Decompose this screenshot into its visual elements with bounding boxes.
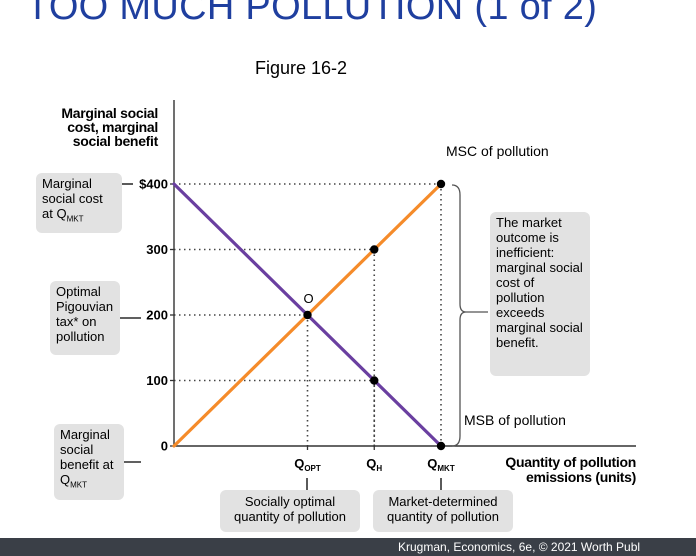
footer-credit: Krugman, Economics, 6e, © 2021 Worth Pub… xyxy=(398,540,641,554)
x-tick-label: QH xyxy=(366,456,382,473)
callout-marginal-social-benefit: Marginal social benefit at QMKT xyxy=(54,424,124,500)
data-point xyxy=(370,376,379,385)
callout-subscript: MKT xyxy=(66,214,84,224)
callout-subscript: MKT xyxy=(70,480,88,490)
y-tick-label: 300 xyxy=(146,242,168,257)
x-tick-label: QOPT xyxy=(294,456,321,473)
marked-points: O xyxy=(303,179,446,451)
guide-lines xyxy=(174,183,442,448)
callout-socially-optimal: Socially optimal quantity of pollution xyxy=(220,490,360,532)
callout-pigouvian-tax: Optimal Pigouvian tax* on pollution xyxy=(50,281,120,355)
page-title: TOO MUCH POLLUTION (1 of 2) xyxy=(26,0,598,28)
callout-market-determined: Market-determined quantity of pollution xyxy=(373,490,513,532)
data-point xyxy=(436,441,446,451)
point-label: O xyxy=(303,291,313,306)
data-point xyxy=(303,310,312,320)
data-point xyxy=(370,245,379,254)
y-axis-label: Marginal social cost, marginal social be… xyxy=(61,105,158,149)
tick-labels: 0 100 200 300 $400 QOPT QH QMKT xyxy=(139,177,455,474)
callout-text: Marginal social benefit at Q xyxy=(60,427,114,487)
x-axis-label: Quantity of pollution emissions (units) xyxy=(505,454,636,485)
figure-label: Figure 16-2 xyxy=(255,58,348,78)
callout-text: Marginal social cost at Q xyxy=(42,176,103,221)
msb-curve-label: MSB of pollution xyxy=(464,412,566,428)
y-tick-label: 100 xyxy=(146,373,168,388)
difference-bracket xyxy=(451,184,467,447)
callout-marginal-social-cost: Marginal social cost at QMKT xyxy=(36,173,122,233)
callout-inefficient: The market outcome is inefficient: margi… xyxy=(490,212,590,376)
x-tick-label: QMKT xyxy=(427,456,455,473)
y-tick-label: $400 xyxy=(139,177,168,192)
y-tick-label: 200 xyxy=(146,308,168,323)
axes xyxy=(170,100,636,450)
footer-bar: Krugman, Economics, 6e, © 2021 Worth Pub… xyxy=(0,538,696,556)
data-point xyxy=(436,179,446,189)
y-tick-label: 0 xyxy=(161,439,168,454)
msc-curve-label: MSC of pollution xyxy=(446,143,549,159)
